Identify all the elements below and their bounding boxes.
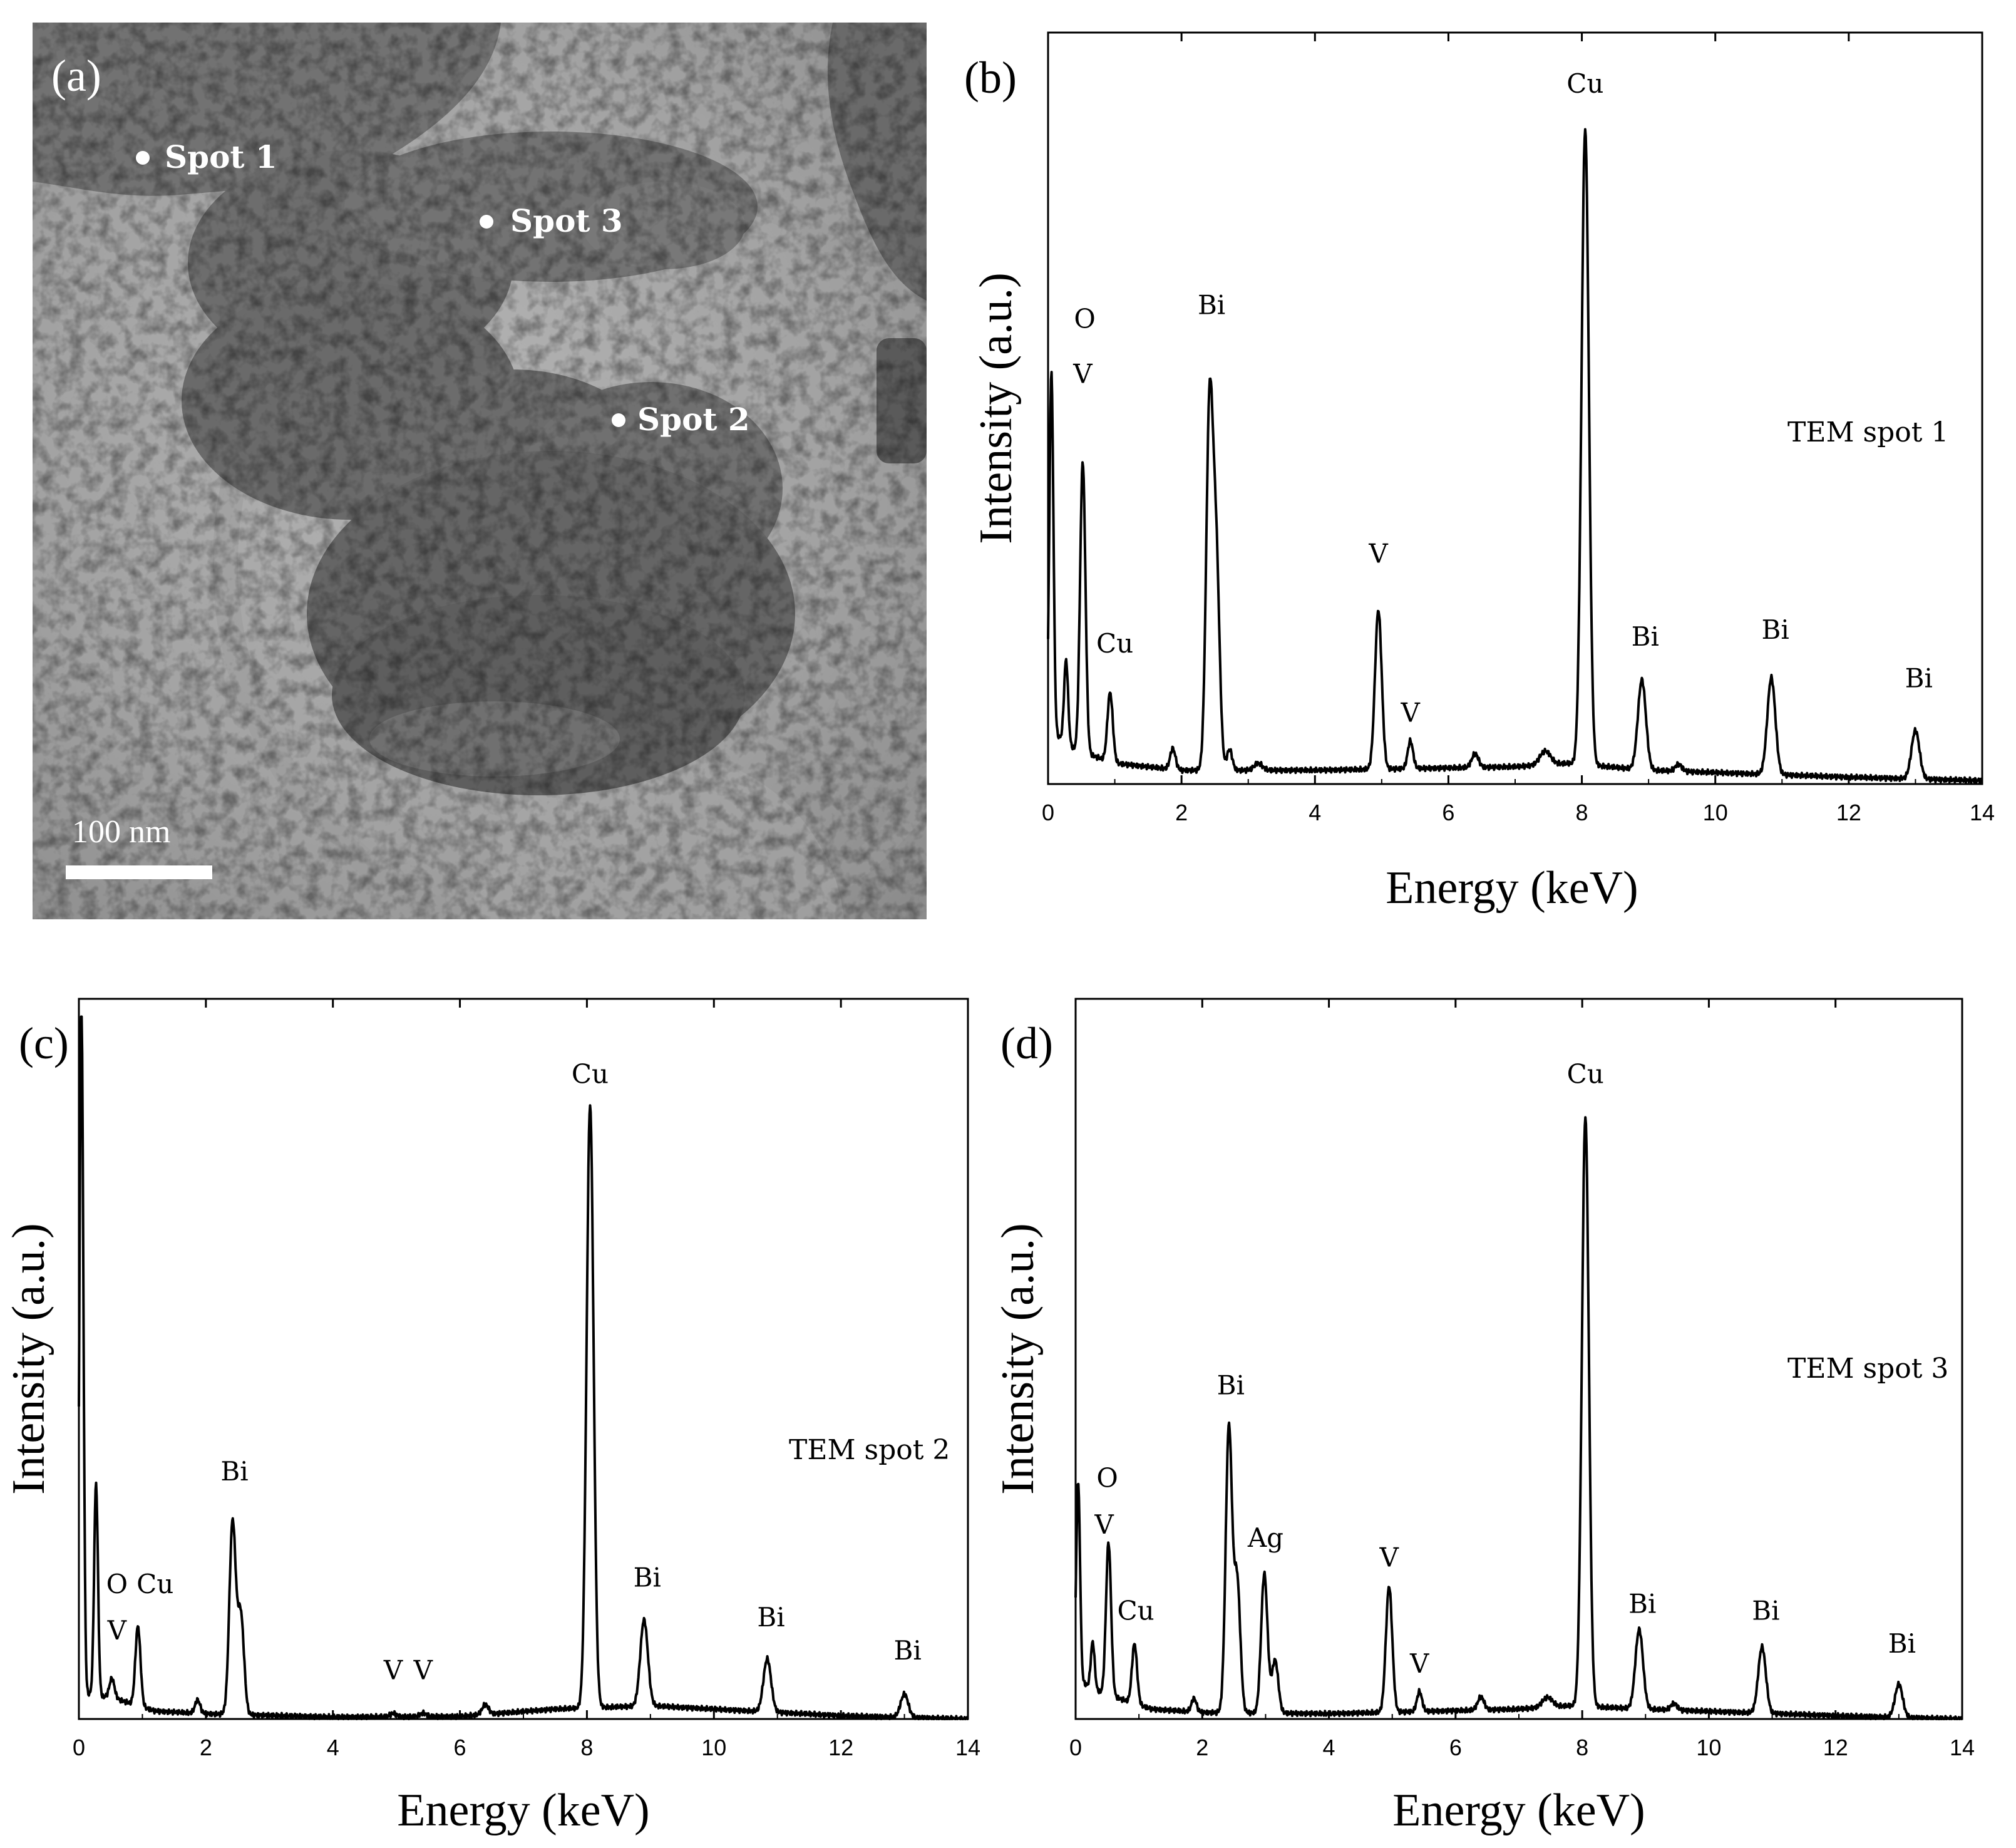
peak-label-bi: Bi xyxy=(893,1635,921,1666)
x-tick-label: 0 xyxy=(73,1735,85,1760)
x-tick-label: 8 xyxy=(580,1735,593,1760)
x-tick-label: 6 xyxy=(454,1735,466,1760)
peak-label-cu: Cu xyxy=(136,1569,173,1599)
x-tick-label: 2 xyxy=(1175,800,1188,825)
panel-label: (d) xyxy=(1000,1018,1053,1068)
peak-label-v: V xyxy=(1401,698,1421,728)
peak-label-bi: Bi xyxy=(1752,1595,1779,1626)
peak-label-cu: Cu xyxy=(1567,1058,1604,1089)
x-axis-title: Energy (keV) xyxy=(1392,1785,1645,1836)
peak-label-v: V xyxy=(413,1655,433,1686)
peak-label-v: V xyxy=(1379,1542,1399,1573)
peak-label-bi: Bi xyxy=(757,1602,784,1633)
x-tick-label: 6 xyxy=(1449,1735,1462,1760)
x-tick-label: 10 xyxy=(1703,800,1728,825)
peak-label-bi: Bi xyxy=(1632,621,1659,652)
plot-frame xyxy=(78,998,969,1720)
peak-label-cu: Cu xyxy=(1117,1595,1154,1626)
x-axis-title: Energy (keV) xyxy=(1386,862,1638,914)
scale-bar: 100 nm xyxy=(66,814,212,879)
tem-texture xyxy=(33,23,927,919)
x-tick-label: 4 xyxy=(1309,800,1321,825)
x-tick-label: 12 xyxy=(828,1735,853,1760)
spot-3-label: Spot 3 xyxy=(510,202,623,239)
spectrum-line xyxy=(78,1015,969,1720)
peak-label-bi: Bi xyxy=(220,1456,248,1487)
spot-marker-2: Spot 2 xyxy=(612,401,750,438)
x-tick-label: 4 xyxy=(1323,1735,1335,1760)
peak-label-o: O xyxy=(106,1569,128,1599)
x-axis-title: Energy (keV) xyxy=(397,1785,649,1836)
peak-label-bi: Bi xyxy=(1198,289,1225,320)
panel-label: (b) xyxy=(964,53,1017,103)
peak-label-o: O xyxy=(1096,1463,1118,1494)
peak-label-bi: Bi xyxy=(634,1562,661,1592)
x-tick-label: 10 xyxy=(1696,1735,1721,1760)
spot-marker-3: Spot 3 xyxy=(480,202,623,239)
scale-bar-label: 100 nm xyxy=(72,814,170,850)
peak-label-cu: Cu xyxy=(1566,68,1603,99)
x-tick-label: 12 xyxy=(1823,1735,1848,1760)
x-tick-label: 2 xyxy=(200,1735,212,1760)
peak-label-v: V xyxy=(1072,359,1093,390)
peak-label-bi: Bi xyxy=(1761,614,1789,645)
peak-label-v: V xyxy=(383,1655,403,1686)
peak-label-v: V xyxy=(1409,1648,1429,1679)
spectrum-annotation: TEM spot 3 xyxy=(1787,1353,1948,1385)
peak-label-bi: Bi xyxy=(1888,1628,1916,1659)
scale-bar-line xyxy=(66,865,212,879)
peak-label-cu: Cu xyxy=(572,1058,609,1089)
x-tick-label: 14 xyxy=(1950,1735,1975,1760)
x-tick-label: 8 xyxy=(1576,800,1588,825)
peak-label-v: V xyxy=(107,1615,127,1646)
plot-frame xyxy=(1047,31,1983,785)
spectrum-line xyxy=(1074,1116,1963,1720)
peak-label-ag: Ag xyxy=(1247,1522,1283,1553)
x-tick-label: 14 xyxy=(1970,800,1995,825)
y-axis-title: Intensity (a.u.) xyxy=(3,1223,54,1495)
x-tick-label: 4 xyxy=(327,1735,339,1760)
peak-label-bi: Bi xyxy=(1217,1370,1245,1401)
spectrum-annotation: TEM spot 1 xyxy=(1787,416,1948,448)
y-axis-title: Intensity (a.u.) xyxy=(992,1223,1044,1495)
spot-1-label: Spot 1 xyxy=(165,138,277,175)
y-axis-title: Intensity (a.u.) xyxy=(970,272,1022,544)
x-tick-label: 2 xyxy=(1196,1735,1208,1760)
spot-2-label: Spot 2 xyxy=(637,401,750,438)
peak-label-bi: Bi xyxy=(1628,1589,1656,1619)
x-tick-label: 10 xyxy=(701,1735,726,1760)
x-tick-label: 0 xyxy=(1069,1735,1082,1760)
x-tick-label: 6 xyxy=(1442,800,1454,825)
x-tick-label: 8 xyxy=(1576,1735,1588,1760)
peak-label-bi: Bi xyxy=(1905,663,1933,693)
x-tick-label: 0 xyxy=(1042,800,1054,825)
x-tick-label: 12 xyxy=(1836,800,1861,825)
peak-label-o: O xyxy=(1074,303,1095,334)
spot-marker-1: Spot 1 xyxy=(136,138,277,175)
spectrum-annotation: TEM spot 2 xyxy=(789,1434,950,1466)
spectrum-line xyxy=(1047,128,1983,785)
tem-image-panel xyxy=(33,23,927,919)
panel-label: (c) xyxy=(19,1018,69,1068)
peak-label-v: V xyxy=(1094,1509,1114,1540)
panel-a-label: (a) xyxy=(51,51,101,101)
peak-label-v: V xyxy=(1368,539,1388,569)
peak-label-cu: Cu xyxy=(1096,628,1133,659)
x-tick-label: 14 xyxy=(955,1735,980,1760)
